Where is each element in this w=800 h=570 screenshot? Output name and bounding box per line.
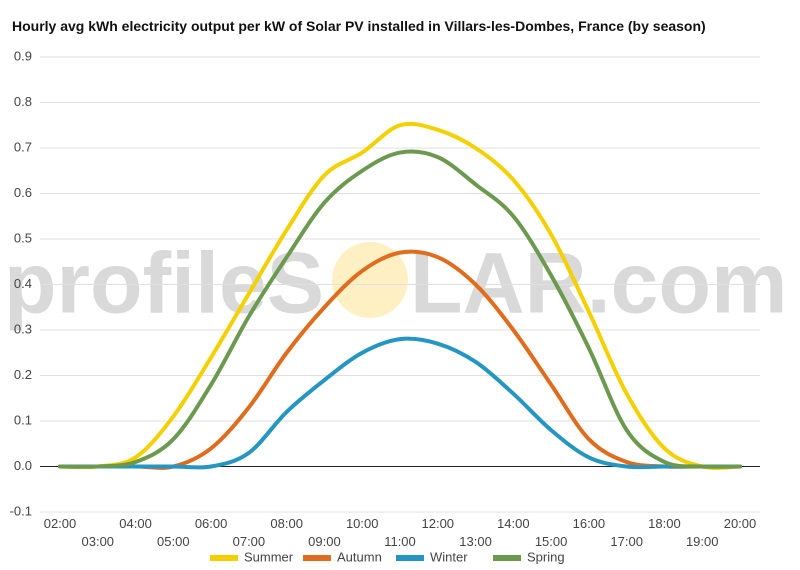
series-lines [58,121,742,470]
x-axis: 02:00 03:00 04:00 05:00 06:00 07:00 08:00 09:00… [44,516,757,549]
x-tick-label: 12:00 [422,516,455,531]
y-tick-label: 0.7 [14,139,32,154]
legend: Summer Autumn Winter Spring [210,549,565,564]
legend-swatch-summer [210,555,238,561]
y-tick-label: 0.5 [14,230,32,245]
x-tick-label: 05:00 [157,534,190,549]
grid [40,56,760,513]
x-tick-label: 17:00 [610,534,643,549]
series-line-summer [58,121,742,470]
x-tick-label: 04:00 [119,516,152,531]
legend-swatch-autumn [303,555,331,561]
y-tick-label: 0.8 [14,94,32,109]
legend-swatch-spring [493,555,521,561]
y-tick-label: -0.1 [10,503,32,518]
x-tick-label: 13:00 [459,534,492,549]
legend-swatch-winter [396,555,424,561]
x-tick-label: 14:00 [497,516,530,531]
y-tick-label: 0.0 [14,458,32,473]
watermark-sun-icon [332,242,408,318]
watermark-text-right: LAR.com [410,236,787,332]
y-tick-label: 0.9 [14,48,32,63]
y-tick-label: 0.4 [14,276,32,291]
y-axis: -0.1 0.0 0.1 0.2 0.3 0.4 0.5 0.6 0.7 0.8 0.9 [10,48,32,518]
legend-label-spring[interactable]: Spring [527,549,565,564]
x-tick-label: 03:00 [82,534,115,549]
legend-label-summer[interactable]: Summer [244,549,294,564]
y-tick-label: 0.6 [14,185,32,200]
x-tick-label: 02:00 [44,516,77,531]
y-tick-label: 0.2 [14,367,32,382]
x-tick-label: 09:00 [308,534,341,549]
x-tick-label: 16:00 [573,516,606,531]
watermark: profileS LAR.com [4,236,787,332]
x-tick-label: 06:00 [195,516,228,531]
series-line-winter [58,336,742,470]
x-tick-label: 20:00 [724,516,757,531]
legend-label-autumn[interactable]: Autumn [337,549,382,564]
x-tick-label: 10:00 [346,516,379,531]
chart-title: Hourly avg kWh electricity output per kW… [12,18,706,34]
x-tick-label: 08:00 [270,516,303,531]
x-tick-label: 07:00 [233,534,266,549]
y-tick-label: 0.3 [14,321,32,336]
x-tick-label: 18:00 [648,516,681,531]
x-tick-label: 19:00 [686,534,719,549]
x-tick-label: 15:00 [535,534,568,549]
legend-label-winter[interactable]: Winter [430,549,468,564]
x-tick-label: 11:00 [384,534,416,549]
y-tick-label: 0.1 [14,412,32,427]
series-line-spring [58,149,742,469]
